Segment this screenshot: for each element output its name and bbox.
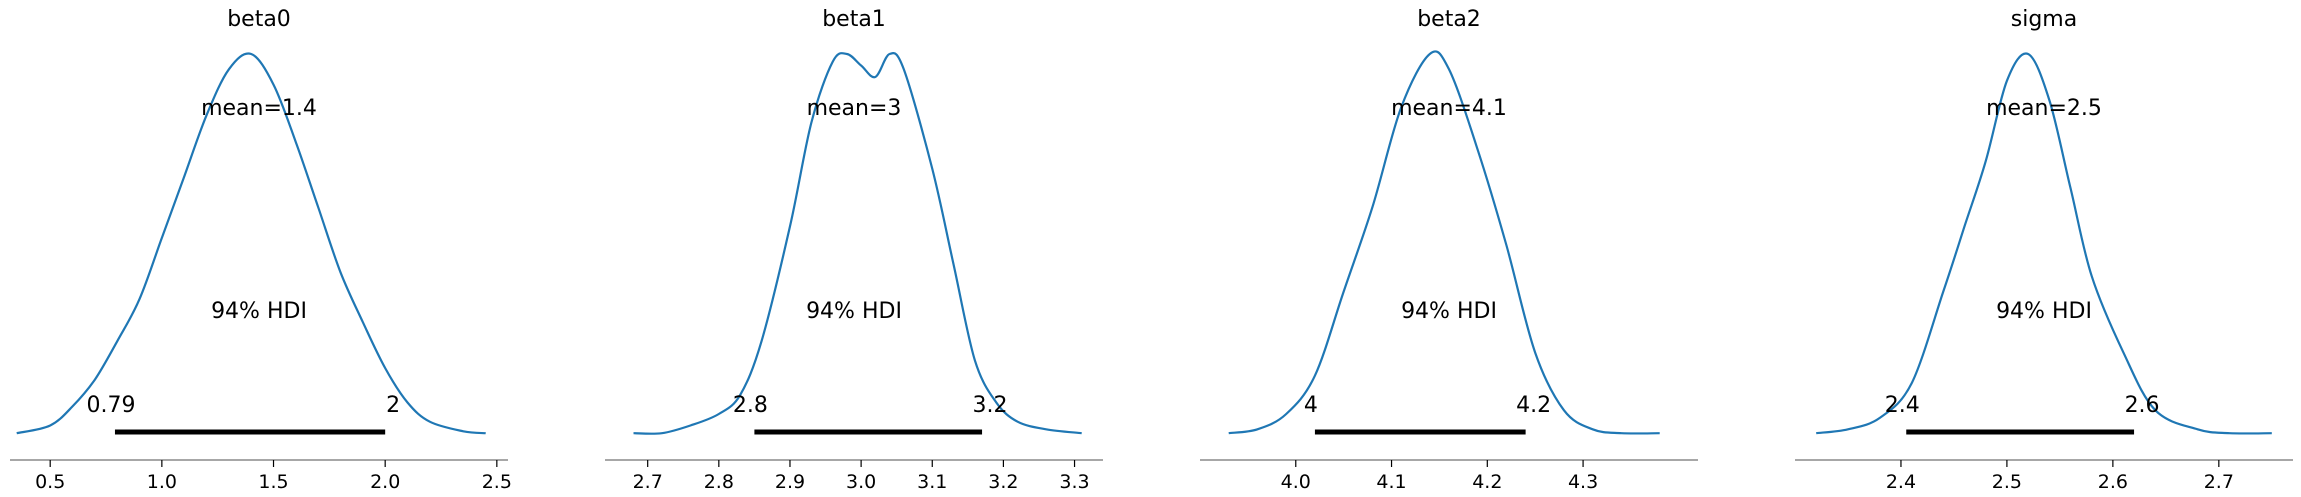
mean-label: mean=4.1: [1391, 96, 1507, 121]
density-curve: [1816, 52, 2272, 435]
hdi-upper-label: 3.2: [973, 393, 1008, 418]
mean-label: mean=3: [807, 96, 902, 121]
hdi-label: 94% HDI: [806, 299, 902, 324]
x-tick-label: 3.2: [988, 471, 1018, 493]
panel-title: beta0: [227, 7, 291, 32]
panel-title: beta2: [1417, 7, 1481, 32]
x-tick-label: 3.1: [917, 471, 947, 493]
density-curve: [633, 52, 1082, 435]
x-tick-label: 2.8: [704, 471, 734, 493]
x-tick-label: 2.7: [633, 471, 663, 493]
x-tick-label: 4.0: [1281, 471, 1311, 493]
mean-label: mean=1.4: [201, 96, 317, 121]
mean-label: mean=2.5: [1986, 96, 2102, 121]
x-tick-label: 2.4: [1886, 471, 1916, 493]
hdi-label: 94% HDI: [1401, 299, 1497, 324]
hdi-lower-label: 4: [1304, 393, 1318, 418]
density-curve: [16, 52, 486, 435]
x-tick-label: 0.5: [35, 471, 65, 493]
x-tick-label: 2.6: [2098, 471, 2128, 493]
x-tick-label: 4.3: [1568, 471, 1598, 493]
x-tick-label: 3.3: [1059, 471, 1089, 493]
hdi-upper-label: 2.6: [2125, 393, 2160, 418]
hdi-label: 94% HDI: [211, 299, 307, 324]
hdi-lower-label: 2.8: [733, 393, 768, 418]
panel-title: beta1: [822, 7, 886, 32]
x-tick-label: 2.0: [370, 471, 400, 493]
x-tick-label: 2.7: [2204, 471, 2234, 493]
x-tick-label: 2.5: [482, 471, 512, 493]
panel-title: sigma: [2011, 7, 2077, 32]
hdi-lower-label: 2.4: [1885, 393, 1920, 418]
x-tick-label: 3.0: [846, 471, 876, 493]
x-tick-label: 4.1: [1376, 471, 1406, 493]
x-tick-label: 1.5: [258, 471, 288, 493]
hdi-lower-label: 0.79: [86, 393, 135, 418]
x-tick-label: 4.2: [1472, 471, 1502, 493]
x-tick-label: 1.0: [147, 471, 177, 493]
hdi-upper-label: 4.2: [1516, 393, 1551, 418]
hdi-upper-label: 2: [386, 393, 400, 418]
x-tick-label: 2.9: [775, 471, 805, 493]
density-curve: [1228, 50, 1660, 435]
hdi-label: 94% HDI: [1996, 299, 2092, 324]
x-tick-label: 2.5: [1992, 471, 2022, 493]
